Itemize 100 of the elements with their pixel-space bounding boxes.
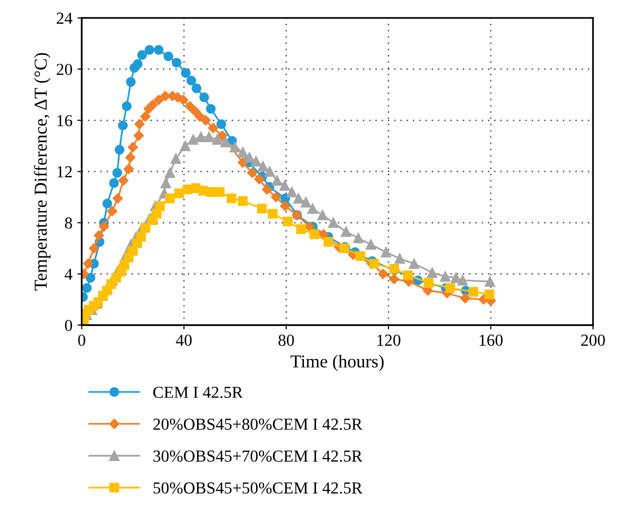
- x-tick-label: 0: [78, 334, 86, 346]
- point: [208, 122, 218, 134]
- point: [94, 230, 104, 241]
- point: [212, 134, 222, 145]
- point: [247, 168, 258, 178]
- point: [450, 272, 462, 283]
- x-axis-title: Time (hours): [290, 354, 384, 372]
- point: [340, 226, 352, 237]
- point: [324, 237, 334, 247]
- y-axis-title: Temperature Difference, ΔT (°C): [34, 53, 50, 290]
- point: [132, 59, 143, 69]
- point: [165, 194, 175, 204]
- point: [356, 251, 366, 261]
- point: [164, 168, 176, 178]
- point: [309, 229, 320, 240]
- point: [206, 187, 216, 197]
- point: [378, 268, 388, 280]
- point: [380, 246, 392, 258]
- point: [426, 267, 438, 278]
- point: [258, 161, 268, 172]
- point: [112, 193, 123, 204]
- legend-label: 50%OBS45+50%CEM I 42.5R: [154, 482, 362, 494]
- y-tick-label: 24: [56, 12, 72, 24]
- point: [254, 174, 264, 184]
- y-tick-label: 8: [64, 217, 72, 229]
- point: [82, 258, 94, 269]
- point: [160, 178, 172, 188]
- y-tick-label: 0: [64, 320, 72, 332]
- point: [188, 134, 198, 145]
- point: [296, 224, 306, 234]
- point: [118, 120, 128, 130]
- point: [282, 216, 293, 226]
- point: [170, 154, 181, 164]
- point: [238, 157, 248, 168]
- point: [280, 200, 290, 212]
- point: [174, 188, 184, 198]
- y-tick-label: 20: [56, 64, 72, 76]
- point: [140, 222, 150, 233]
- y-tick-label: 12: [57, 166, 72, 178]
- point: [172, 58, 182, 68]
- point: [270, 192, 282, 202]
- point: [86, 272, 96, 283]
- point: [353, 232, 364, 244]
- point: [238, 196, 248, 206]
- point: [220, 136, 231, 148]
- point: [120, 260, 130, 270]
- point: [457, 275, 468, 286]
- legend-label: CEM I 42.5R: [153, 386, 243, 398]
- point: [484, 290, 494, 300]
- point: [286, 186, 298, 198]
- point: [318, 229, 329, 240]
- point: [194, 111, 205, 122]
- point: [164, 51, 174, 62]
- y-tick-label: 4: [64, 268, 72, 280]
- point: [226, 194, 236, 204]
- point: [178, 94, 188, 105]
- point: [186, 76, 196, 86]
- x-tick-label: 200: [581, 334, 605, 346]
- point: [196, 132, 206, 142]
- point: [230, 142, 240, 152]
- point: [244, 152, 255, 163]
- point: [484, 276, 496, 287]
- point: [180, 68, 191, 78]
- point: [118, 175, 128, 186]
- x-tick-label: 160: [480, 334, 503, 346]
- point: [199, 92, 210, 102]
- legend-label: 30%OBS45+70%CEM I 42.5R: [153, 450, 362, 462]
- point: [180, 140, 190, 152]
- point: [264, 166, 275, 177]
- point: [126, 77, 136, 87]
- point: [257, 204, 267, 214]
- point: [279, 180, 290, 191]
- point: [155, 201, 165, 211]
- point: [250, 156, 262, 166]
- point: [440, 271, 450, 282]
- point: [388, 274, 400, 284]
- point: [366, 239, 376, 250]
- point: [147, 100, 158, 110]
- point: [125, 152, 136, 163]
- point: [144, 45, 154, 55]
- point: [102, 198, 112, 208]
- point: [262, 184, 272, 195]
- point: [206, 104, 216, 114]
- point: [460, 293, 470, 304]
- point: [272, 175, 282, 186]
- point: [216, 119, 226, 130]
- point: [112, 168, 122, 178]
- legend-label: 20%OBS45+80%CEM I 42.5R: [153, 418, 362, 430]
- point: [107, 206, 118, 216]
- point: [328, 218, 338, 228]
- point: [154, 94, 164, 105]
- point: [204, 132, 214, 142]
- point: [214, 187, 225, 197]
- point: [137, 50, 147, 60]
- point: [154, 45, 164, 55]
- point: [88, 243, 100, 254]
- point: [300, 197, 312, 208]
- point: [140, 111, 150, 122]
- point: [190, 106, 200, 116]
- point: [134, 130, 144, 141]
